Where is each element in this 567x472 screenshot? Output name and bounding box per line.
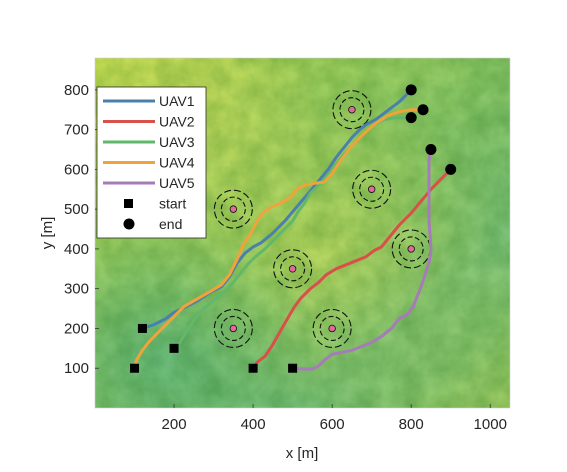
legend-uav3-label: UAV3 [159,134,195,150]
start-end-markers [130,84,457,373]
legend-uav2-label: UAV2 [159,114,195,130]
axes-box [94,57,511,409]
threat-outer-ring [312,308,352,349]
x-tick-label: 200 [162,416,187,433]
y-tick-label: 100 [64,360,89,377]
series-uav5-path [291,148,433,371]
threat-center [367,185,376,193]
x-axis-label: x [m] [286,445,319,462]
threat-center [288,265,297,273]
start-marker [169,343,179,353]
y-tick-label: 200 [64,320,89,337]
y-tick-label: 700 [64,122,89,139]
y-tick-label: 500 [64,201,89,218]
series-uav1-path [140,88,413,330]
threat-center [229,324,238,333]
threat-outer-ring [332,90,372,130]
legend-uav4-label: UAV4 [159,155,195,171]
start-marker [130,363,140,373]
end-marker [405,112,417,124]
threat-center [348,106,356,114]
threat-center [229,205,238,213]
y-tick-label: 600 [64,161,89,178]
threat-inner-ring [220,196,246,222]
series-uav4-path [133,108,425,370]
y-tick-label: 800 [64,82,89,99]
legend-uav5-label: UAV5 [159,175,195,191]
end-marker [405,84,417,96]
threat-inner-ring [398,236,424,262]
x-tick-label: 1000 [474,416,507,433]
start-marker [288,363,298,373]
threat-center [328,324,336,333]
threat-inner-ring [359,176,385,202]
legend-start-marker [124,199,133,208]
y-tick-label: 300 [64,281,89,298]
end-marker [417,104,429,116]
threat-center [407,245,415,253]
threat-outer-ring [273,249,313,289]
x-tick-label: 600 [320,416,345,433]
start-marker [137,323,147,333]
y-tick-label: 400 [64,241,89,258]
legend-end-label: end [159,216,182,232]
x-axis-ticks: 200 400 600 800 1000 [162,404,507,433]
threat-inner-ring [280,256,306,282]
threat-outer-ring [213,189,253,229]
uav-paths [133,88,453,371]
y-axis-label: y [m] [39,217,56,250]
legend-end-marker [123,218,135,230]
x-tick-label: 400 [241,416,266,433]
end-marker [425,143,437,155]
threat-inner-ring [319,315,345,342]
threat-outer-ring [213,308,253,349]
x-tick-label: 800 [399,416,424,433]
legend: UAV1 UAV2 UAV3 UAV4 UAV5 start end [96,86,207,239]
legend-uav1-label: UAV1 [159,93,195,109]
legend-start-label: start [159,196,186,212]
series-uav2-path [251,167,453,370]
end-marker [445,163,457,175]
start-marker [248,363,258,373]
y-axis-ticks: 100 200 300 400 500 600 700 800 [64,82,99,377]
threat-inner-ring [220,315,246,342]
threat-inner-ring [339,97,365,123]
threat-outer-ring [352,169,392,209]
